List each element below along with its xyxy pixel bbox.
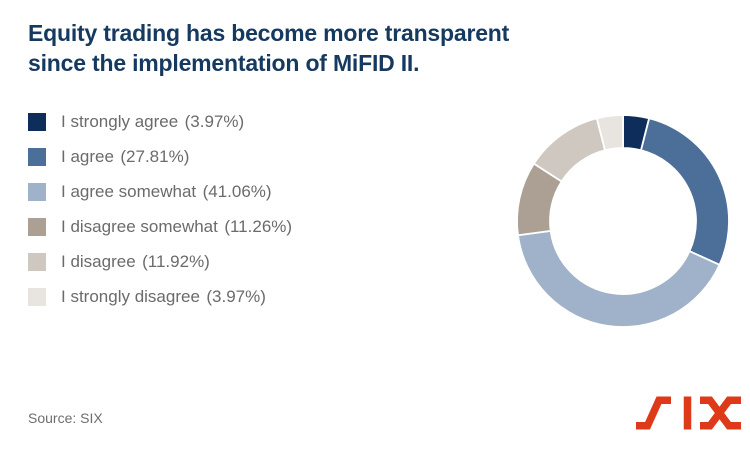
chart-title-line-2: since the implementation of MiFID II.	[28, 50, 420, 76]
legend-item-strongly-agree: I strongly agree (3.97%)	[28, 112, 428, 131]
donut-chart-svg	[516, 114, 730, 328]
legend-label: I disagree	[61, 252, 136, 271]
legend-label: I strongly agree	[61, 112, 179, 131]
legend-swatch-icon	[28, 183, 46, 201]
chart-legend: I strongly agree (3.97%) I agree (27.81%…	[28, 112, 428, 323]
legend-item-disagree: I disagree (11.92%)	[28, 252, 428, 271]
six-logo	[636, 396, 741, 430]
legend-swatch-icon	[28, 253, 46, 271]
legend-swatch-icon	[28, 113, 46, 131]
legend-swatch-icon	[28, 288, 46, 306]
legend-percentage: (11.92%)	[142, 252, 210, 271]
logo-letter-s	[636, 396, 671, 430]
donut-chart	[505, 103, 741, 339]
legend-percentage: (3.97%)	[184, 112, 245, 131]
legend-swatch-icon	[28, 148, 46, 166]
chart-title: Equity trading has become more transpare…	[28, 18, 668, 78]
chart-title-line-1: Equity trading has become more transpare…	[28, 20, 510, 46]
legend-percentage: (3.97%)	[206, 287, 266, 306]
logo-letter-x-stroke-2	[700, 396, 741, 430]
legend-item-disagree-somewhat: I disagree somewhat (11.26%)	[28, 217, 428, 236]
source-note: Source: SIX	[28, 410, 103, 426]
legend-percentage: (11.26%)	[224, 217, 293, 236]
legend-item-strongly-disagree: I strongly disagree (3.97%)	[28, 287, 428, 306]
legend-label: I disagree somewhat	[61, 217, 218, 236]
legend-swatch-icon	[28, 218, 46, 236]
legend-item-agree-somewhat: I agree somewhat (41.06%)	[28, 182, 428, 201]
donut-slice	[516, 229, 721, 328]
legend-label: I strongly disagree	[61, 287, 200, 306]
donut-slice	[595, 114, 624, 152]
legend-percentage: (41.06%)	[202, 182, 272, 201]
legend-item-agree: I agree (27.81%)	[28, 147, 428, 166]
donut-slice	[639, 117, 730, 267]
legend-label: I agree somewhat	[61, 182, 197, 201]
legend-label: I agree	[61, 147, 114, 166]
legend-percentage: (27.81%)	[120, 147, 190, 166]
